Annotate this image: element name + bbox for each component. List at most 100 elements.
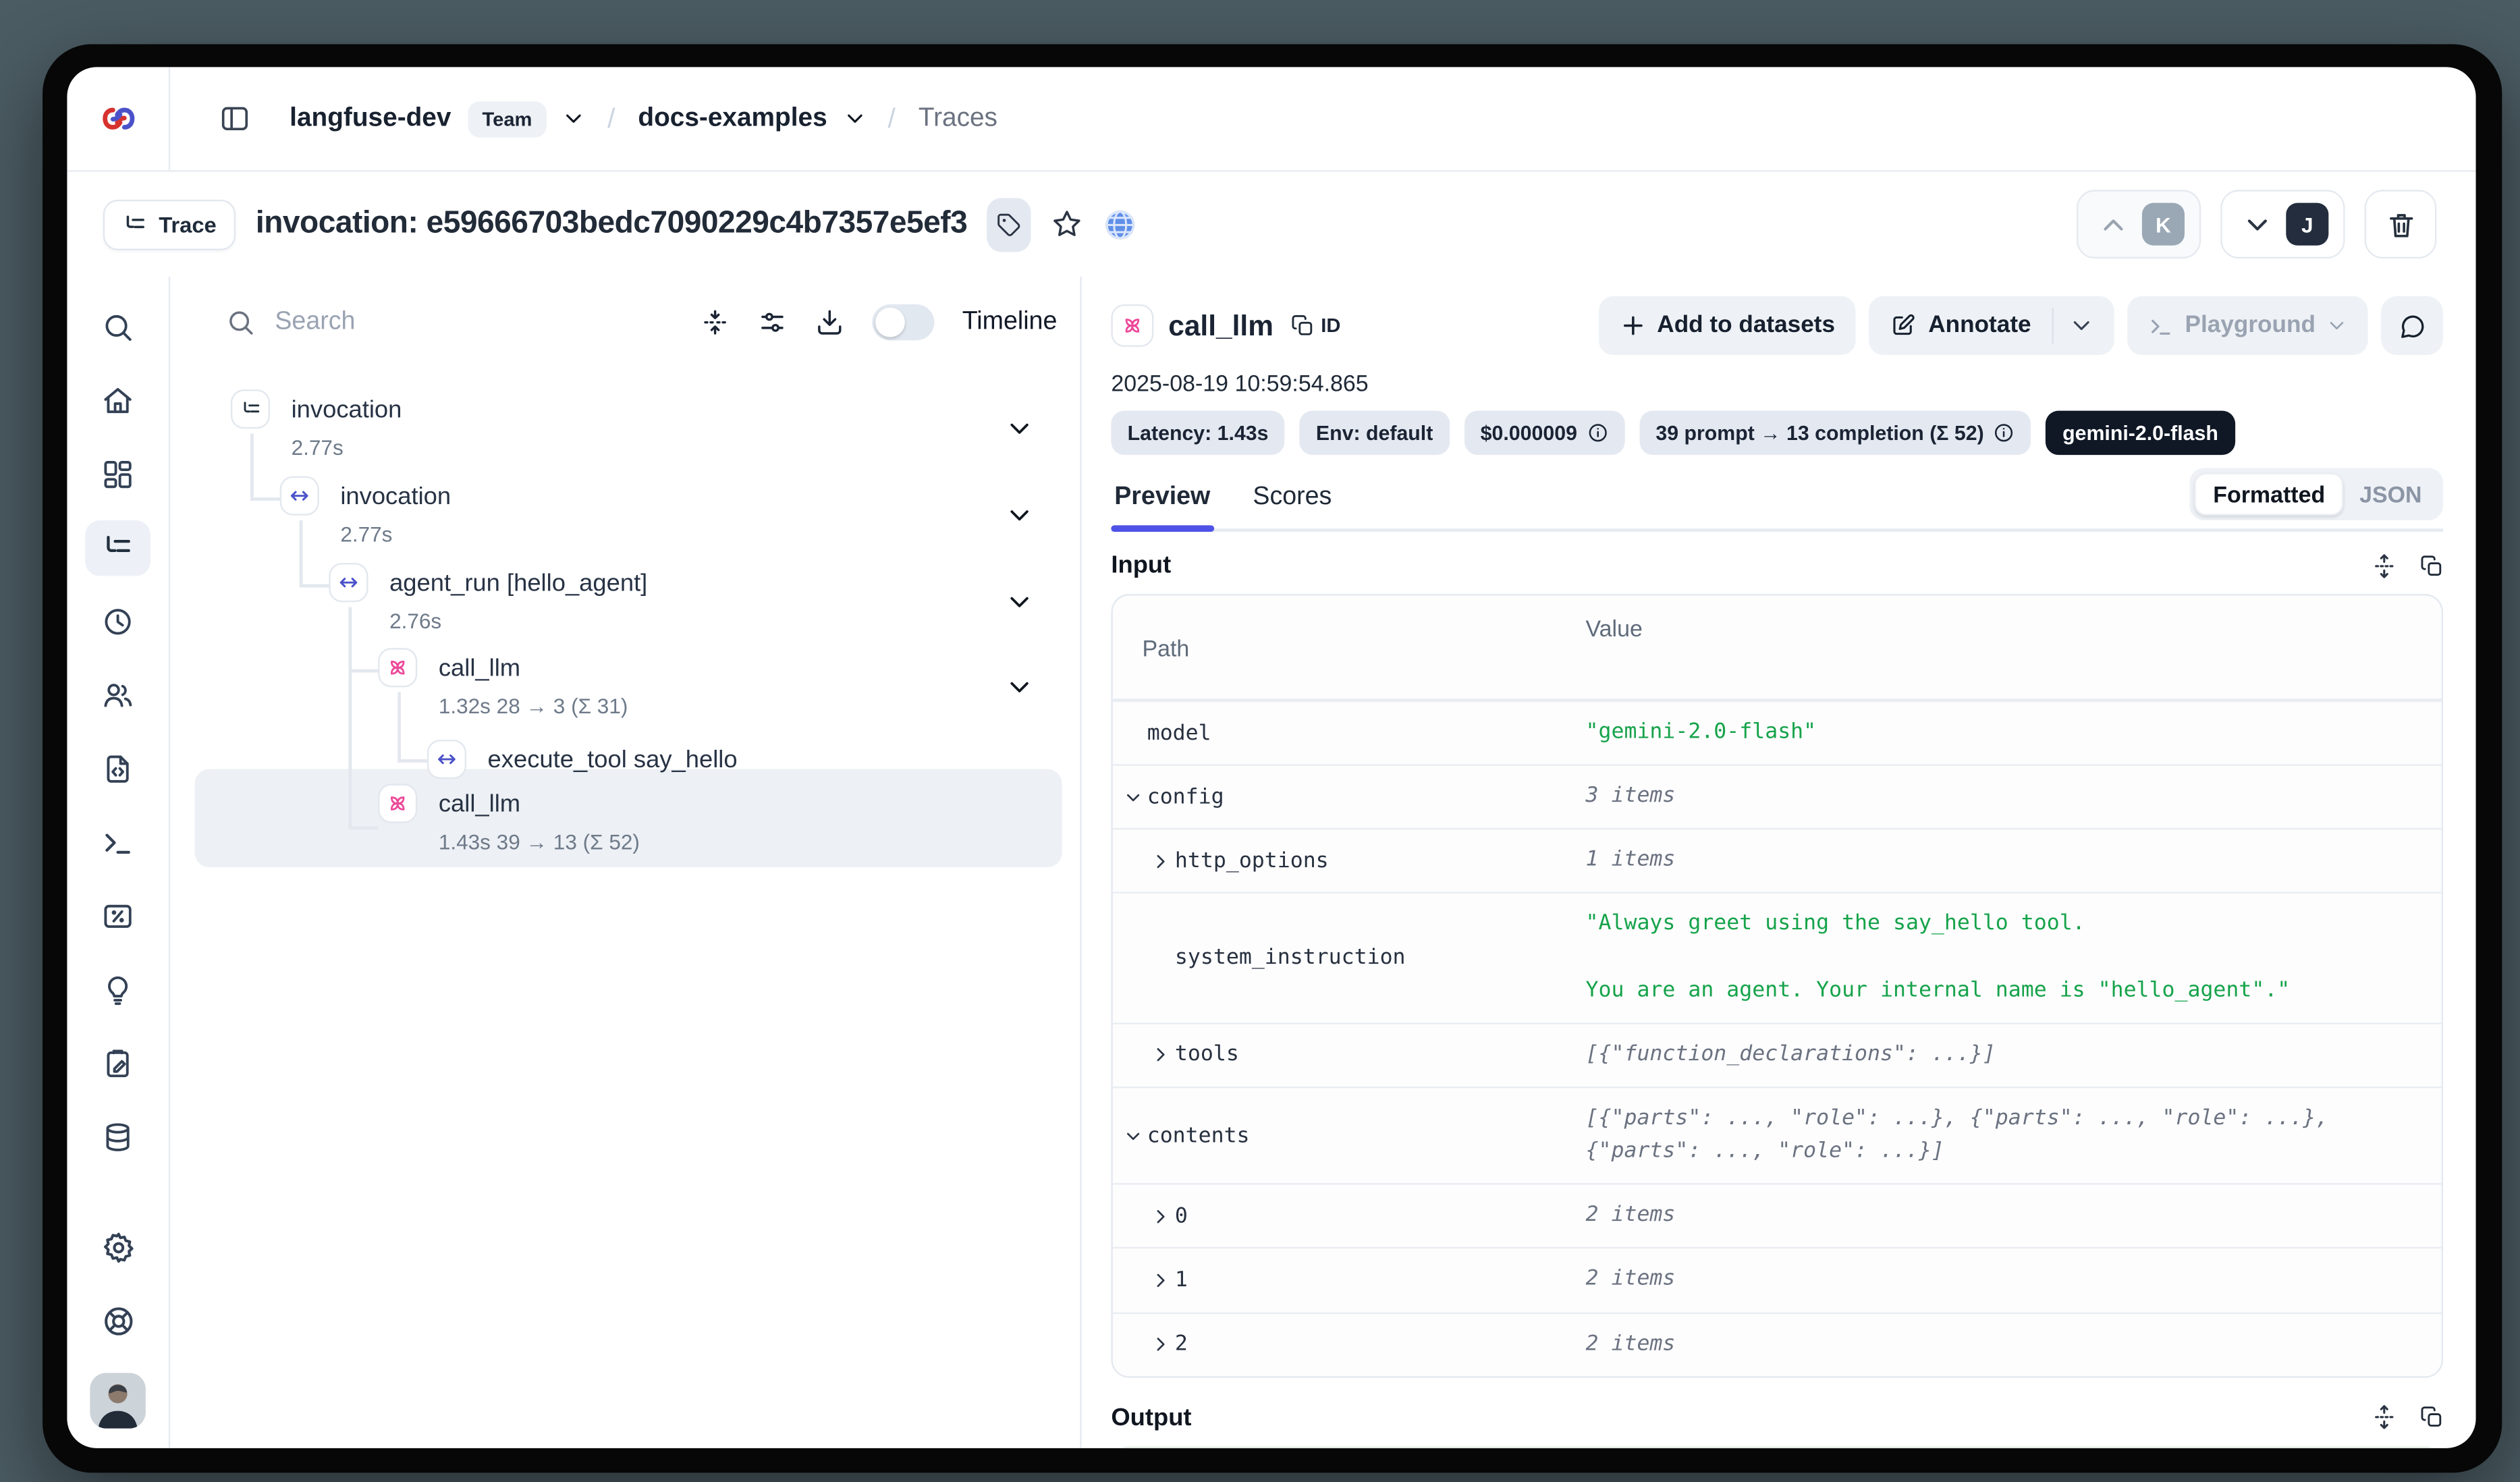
table-row-2: 2 2 items [1112,1311,2442,1376]
copy-output-button[interactable] [2420,1406,2443,1429]
tree-node-collapse-chevron-icon[interactable] [1006,502,1033,528]
breadcrumb-org[interactable]: langfuse-dev [290,103,451,132]
window-frame: langfuse-dev Team / docs-examples / Trac… [43,44,2502,1473]
trace-tree-icon [123,212,147,236]
sidebar-toggle-icon[interactable] [219,103,250,134]
tree-settings-button[interactable] [758,308,788,337]
sidebar-item-playground-terminal[interactable] [85,815,150,871]
trash-icon [2385,209,2416,240]
sidebar-rail [67,276,171,1448]
tree-node-invocation[interactable]: invocation 2.77s [230,389,402,460]
trace-title-bar: Trace invocation: e59666703bedc7090229c4… [67,172,2475,277]
expand-chevron-icon[interactable] [1147,1046,1175,1064]
bookmark-star-button[interactable] [1051,208,1083,240]
sidebar-item-settings-gear[interactable] [85,1219,150,1274]
expand-chevron-icon[interactable] [1147,1271,1175,1290]
next-trace-button[interactable]: J [2220,190,2345,259]
breadcrumb-project[interactable]: docs-examples [638,103,827,132]
tree-node-call_llm[interactable]: call_llm 1.32s 28 → 3 (Σ 31) [378,648,628,718]
langfuse-logo[interactable] [67,67,171,171]
tree-connector [299,520,302,584]
tree-node-row: invocation [279,476,451,516]
table-row-config: config 3 items [1112,764,2442,829]
delete-trace-button[interactable] [2364,190,2437,259]
sidebar-item-sessions-clock[interactable] [85,594,150,649]
expand-chevron-icon[interactable] [1147,1336,1175,1354]
annotate-button[interactable]: Annotate [1869,296,2115,356]
sidebar-item-users[interactable] [85,667,150,723]
expand-section-button[interactable] [2371,552,2397,578]
format-option-json[interactable]: JSON [2359,481,2422,507]
sidebar-item-home[interactable] [85,373,150,429]
search-input[interactable] [275,307,674,337]
tree-node-agent_run[interactable]: agent_run [hello_agent] 2.76s [329,563,647,633]
tab-scores[interactable]: Scores [1253,483,1332,511]
output-section-header: Output [1111,1404,2443,1431]
sidebar-item-search[interactable] [85,300,150,355]
tree-connector [398,692,400,760]
public-globe-button[interactable] [1103,207,1138,242]
comments-button[interactable] [2380,296,2444,356]
row-path-cell: tools [1113,1024,1586,1086]
metric-badge: $0.000009 [1464,410,1625,456]
observation-badges: Latency: 1.43s Env: default $0.000009 39 pr… [1111,410,2443,456]
format-option-formatted[interactable]: Formatted [2195,472,2343,516]
copy-icon [1292,314,1315,337]
tree-node-collapse-chevron-icon[interactable] [1006,589,1033,615]
playground-terminal-icon [101,826,134,858]
expand-section-button[interactable] [2371,1404,2397,1431]
tree-node-invocation[interactable]: invocation 2.77s [279,476,451,547]
org-switcher-chevron-icon[interactable] [563,108,584,130]
timeline-toggle[interactable] [872,304,935,341]
support-lifebuoy-icon [101,1303,135,1338]
search-box[interactable] [226,307,674,337]
tree-node-collapse-chevron-icon[interactable] [1006,674,1033,701]
expand-chevron-icon[interactable] [1119,788,1147,806]
sidebar-item-annotation-clipboard[interactable] [85,1036,150,1091]
info-icon [1994,422,2015,444]
row-path-label: contents [1147,1123,1250,1149]
sidebar-item-datasets-database[interactable] [85,1109,150,1165]
add-to-datasets-button[interactable]: Add to datasets [1598,296,1857,356]
table-row-1: 1 2 items [1112,1247,2442,1312]
sidebar-item-dashboard[interactable] [85,447,150,502]
sidebar-item-evals-lightbulb[interactable] [85,962,150,1018]
sidebar-item-tracing[interactable] [85,520,151,576]
playground-button[interactable]: Playground [2127,296,2368,356]
evals-lightbulb-icon [101,974,134,1006]
table-row-tools: tools [{"function_declarations": ...}] [1112,1022,2442,1087]
user-avatar[interactable] [90,1373,146,1429]
tree-node-collapse-chevron-icon[interactable] [1006,416,1033,442]
tree-connector [299,584,329,587]
tree-node-call_llm[interactable]: call_llm 1.43s 39 → 13 (Σ 52) [378,784,640,854]
tree-connector [398,759,427,762]
copy-id-button[interactable]: ID [1292,314,1340,337]
download-button[interactable] [815,308,845,337]
langfuse-logo-icon [101,101,135,136]
collapse-all-button[interactable] [701,308,730,337]
tree-connector [348,669,379,672]
sidebar-item-support-lifebuoy[interactable] [85,1293,150,1348]
preview-tabs: Preview Scores Formatted JSON [1111,468,2444,532]
row-path-cell: http_options [1113,830,1586,892]
expand-chevron-icon[interactable] [1147,852,1175,871]
tab-preview[interactable]: Preview [1111,470,1213,532]
breadcrumb-page[interactable]: Traces [918,103,997,132]
sidebar-item-scores-card[interactable] [85,889,150,944]
prev-key-hint: K [2141,202,2185,246]
expand-chevron-icon[interactable] [1147,1207,1175,1226]
tree-node-title: agent_run [hello_agent] [389,568,648,597]
annotate-dropdown-chevron-icon[interactable] [2071,314,2093,337]
output-table: PathValuecontent2 items [1111,1446,2444,1448]
copy-input-button[interactable] [2420,554,2443,577]
observation-detail-panel: call_llm ID Add to datasets [1082,277,2476,1448]
tree-node-execute_tool[interactable]: execute_tool say_hello [427,739,738,779]
prev-trace-button[interactable]: K [2076,190,2201,259]
tags-button[interactable] [987,197,1031,252]
tree-connector [250,497,280,500]
metric-badge: Latency: 1.43s [1111,410,1285,456]
project-switcher-chevron-icon[interactable] [844,108,865,130]
sidebar-item-prompts-file[interactable] [85,741,150,796]
expand-chevron-icon[interactable] [1119,1127,1147,1145]
next-key-hint: J [2286,202,2329,246]
